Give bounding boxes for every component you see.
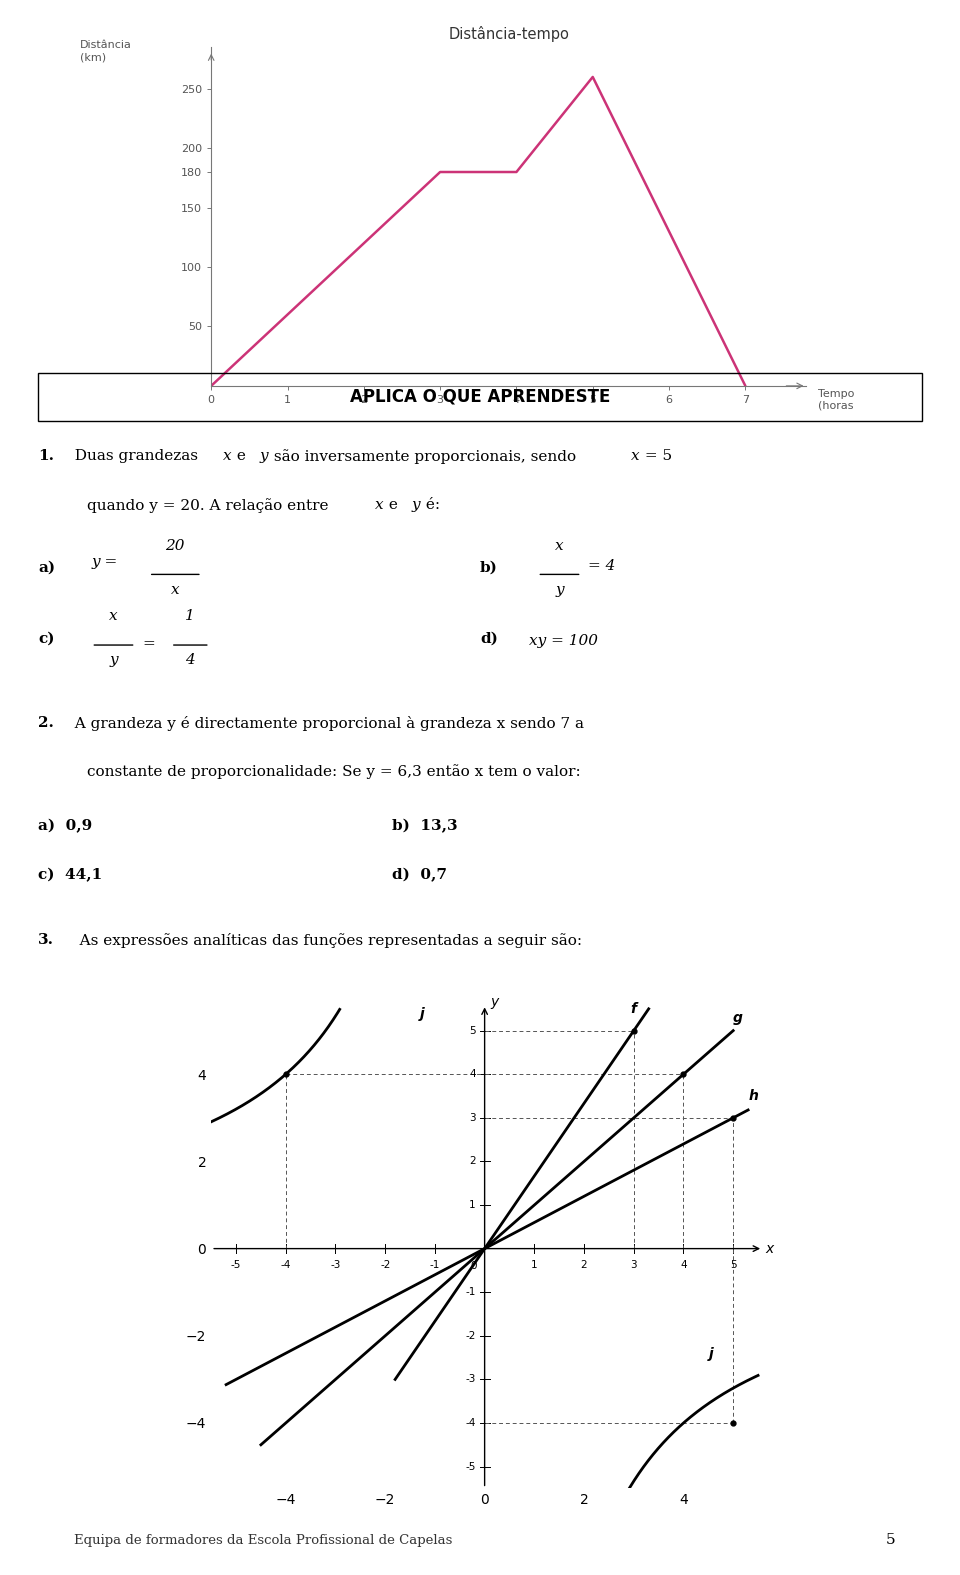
Text: Distância
(km): Distância (km) [81,41,132,61]
Text: x: x [374,498,383,512]
Text: 1: 1 [469,1200,476,1210]
Text: 5: 5 [730,1260,736,1269]
Text: c)  44,1: c) 44,1 [38,868,103,882]
Text: e: e [231,449,251,463]
Text: x: x [765,1241,774,1255]
Text: APLICA O QUE APRENDESTE: APLICA O QUE APRENDESTE [349,387,611,406]
Text: 2: 2 [469,1156,476,1167]
Text: -4: -4 [280,1260,291,1269]
Text: j: j [708,1347,713,1361]
Text: -2: -2 [466,1331,476,1340]
Text: y: y [555,583,564,597]
Text: Tempo
(horas: Tempo (horas [818,389,854,411]
Text: -1: -1 [430,1260,440,1269]
Text: y =: y = [91,556,118,570]
Text: b)  13,3: b) 13,3 [392,819,457,833]
Text: A grandeza y é directamente proporcional à grandeza x sendo 7 a: A grandeza y é directamente proporcional… [65,715,584,731]
Text: d): d) [480,632,498,646]
Text: 3: 3 [469,1114,476,1123]
Title: Distância-tempo: Distância-tempo [448,25,569,43]
Text: x: x [631,449,639,463]
Text: é:: é: [420,498,440,512]
Text: a): a) [38,561,56,575]
Text: Duas grandezas: Duas grandezas [65,449,203,463]
Text: =: = [143,636,156,650]
Text: -3: -3 [330,1260,341,1269]
Text: = 4: = 4 [588,559,615,573]
Text: 5: 5 [885,1534,895,1547]
Text: y: y [412,498,420,512]
Text: d)  0,7: d) 0,7 [392,868,446,882]
Text: y: y [491,995,499,1010]
Text: 1: 1 [531,1260,538,1269]
Text: 4: 4 [681,1260,686,1269]
Text: 4: 4 [185,654,195,668]
Text: 2: 2 [581,1260,588,1269]
Text: j: j [420,1006,424,1021]
Text: h: h [748,1090,758,1104]
Text: -5: -5 [466,1462,476,1471]
Text: As expressões analíticas das funções representadas a seguir são:: As expressões analíticas das funções rep… [65,932,582,948]
Text: g: g [733,1011,743,1025]
Text: y: y [259,449,268,463]
Text: x: x [223,449,231,463]
Text: -5: -5 [230,1260,241,1269]
Text: 2.: 2. [38,715,55,729]
Text: a)  0,9: a) 0,9 [38,819,93,833]
Text: 0: 0 [470,1262,477,1271]
Text: quando y = 20. A relação entre: quando y = 20. A relação entre [87,498,333,513]
Text: 20: 20 [165,539,185,553]
Text: b): b) [480,561,498,575]
Text: Equipa de formadores da Escola Profissional de Capelas: Equipa de formadores da Escola Profissio… [74,1534,452,1547]
Text: -4: -4 [466,1418,476,1429]
Text: 5: 5 [469,1025,476,1036]
Text: constante de proporcionalidade: Se y = 6,3 então x tem o valor:: constante de proporcionalidade: Se y = 6… [87,764,581,780]
Text: x: x [171,583,180,597]
Text: xy = 100: xy = 100 [529,635,597,649]
Text: 1: 1 [185,610,195,624]
Text: 3: 3 [631,1260,637,1269]
Text: -3: -3 [466,1375,476,1384]
Text: são inversamente proporcionais, sendo: são inversamente proporcionais, sendo [269,449,581,465]
Text: 4: 4 [469,1069,476,1079]
Text: -2: -2 [380,1260,391,1269]
Text: c): c) [38,632,55,646]
Text: y: y [109,654,118,668]
Text: e: e [384,498,402,512]
Text: x: x [555,539,564,553]
Text: x: x [109,610,118,624]
Text: 1.: 1. [38,449,55,463]
Text: -1: -1 [466,1287,476,1298]
Text: 3.: 3. [38,932,55,947]
Text: f: f [631,1002,636,1016]
Text: = 5: = 5 [640,449,672,463]
